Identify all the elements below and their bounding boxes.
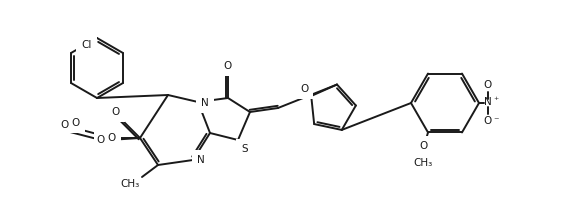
Text: N: N [484,97,492,107]
Text: O: O [97,135,105,145]
Text: S: S [241,144,248,154]
Text: N: N [197,155,204,165]
Text: O: O [108,133,116,143]
Text: ⁻: ⁻ [493,116,498,126]
Text: CH₃: CH₃ [414,158,433,168]
Text: O: O [224,61,232,71]
Text: O: O [419,141,427,151]
Text: CH₃: CH₃ [121,179,140,189]
Text: O: O [112,107,120,117]
Text: O: O [300,84,308,94]
Text: N: N [201,98,209,108]
Text: +: + [493,96,498,102]
Text: O: O [72,118,80,128]
Text: O: O [484,80,492,90]
Text: O: O [484,116,492,126]
Text: Cl: Cl [81,40,92,50]
Text: O: O [60,120,69,130]
